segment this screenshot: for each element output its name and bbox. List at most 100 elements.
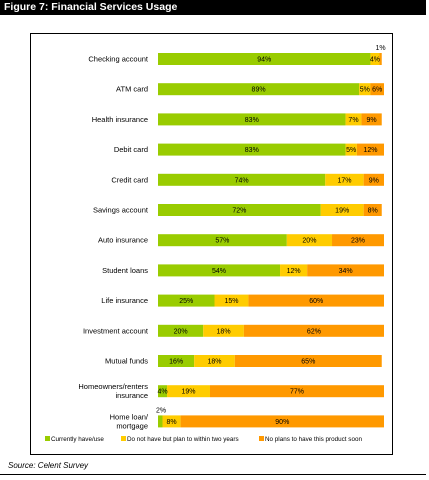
bar-segment (370, 83, 384, 96)
data-label: 90% (275, 419, 289, 426)
bar-segment (359, 83, 371, 96)
data-label: 83% (245, 117, 259, 124)
legend-swatch (259, 436, 264, 441)
bar-segment (158, 173, 326, 186)
bar-segment (167, 385, 210, 398)
category-label: Auto insurance (98, 236, 148, 245)
data-label: 9% (367, 117, 377, 124)
bar-segment (194, 355, 235, 367)
bar-segment (325, 173, 364, 186)
bar-segment (234, 355, 382, 367)
stacked-bar-chart: Checking account ATM card Health insurance… (45, 45, 386, 443)
bar-segment (345, 113, 362, 126)
bar-segment (363, 204, 382, 216)
data-label: 9% (369, 177, 379, 184)
bar-segment (280, 264, 308, 277)
data-label: 77% (290, 389, 304, 396)
category-label: Student loans (102, 266, 148, 275)
bar-segment (180, 415, 384, 428)
bar-segment (307, 264, 384, 277)
bottom-divider (0, 474, 426, 475)
data-label: 15% (224, 298, 238, 305)
category-label: Homeowners/renters insurance (78, 382, 148, 400)
data-label: 54% (212, 268, 226, 275)
category-label: Savings account (93, 206, 149, 215)
bar-segment (158, 264, 281, 277)
data-label: 5% (346, 147, 356, 154)
data-label: 8% (166, 419, 176, 426)
data-label: 19% (335, 208, 349, 215)
bar-segment (345, 143, 357, 156)
source-note: Source: Celent Survey (8, 461, 89, 470)
bar-segment (286, 234, 333, 247)
category-label: Credit card (111, 175, 148, 184)
data-label: 5% (360, 87, 370, 94)
legend: Currently have/use Do not have but plan t… (45, 436, 362, 443)
bar-segment (370, 53, 380, 65)
category-label: Home loan/mortgage (110, 412, 149, 430)
bar-segment (158, 415, 163, 428)
bar-segment (158, 324, 204, 337)
data-label: 18% (207, 359, 221, 366)
data-label: 17% (337, 177, 351, 184)
data-label: 18% (217, 328, 231, 335)
data-label: 72% (232, 208, 246, 215)
data-label: 74% (235, 177, 249, 184)
data-label: 8% (368, 208, 378, 215)
category-label: Life insurance (101, 296, 148, 305)
bar-segment (158, 83, 360, 96)
data-label: 20% (174, 328, 188, 335)
bar-segment (158, 53, 371, 65)
data-label: 6% (372, 87, 382, 94)
data-label: 19% (182, 389, 196, 396)
bar-segment (332, 234, 384, 247)
data-label: 65% (301, 359, 315, 366)
bar-segment (158, 385, 168, 398)
category-label: ATM card (116, 85, 148, 94)
bar-segment (203, 324, 244, 337)
category-label: Mutual funds (105, 357, 148, 366)
category-label: Debit card (114, 145, 148, 154)
bar-segment (248, 294, 384, 307)
data-label: 60% (309, 298, 323, 305)
bar-segment (214, 294, 249, 307)
legend-label: Do not have but plan to within two years (127, 436, 239, 443)
data-label: 34% (339, 268, 353, 275)
bar-segment (158, 113, 346, 126)
bar-segment (361, 113, 382, 126)
data-label: 94% (257, 57, 271, 64)
bar-segment (158, 294, 215, 307)
data-label: 12% (287, 268, 301, 275)
data-label: 20% (302, 238, 316, 245)
value-labels: 94% 4%1%89% 5% 6%83% 7% 9%83% 5% 12%74% 17% 9%72%… (156, 45, 386, 426)
data-label: 2% (156, 407, 166, 414)
bar-segment (158, 204, 321, 216)
chart-frame: Checking account ATM card Health insurance… (30, 33, 393, 455)
data-label: 62% (307, 328, 321, 335)
bar-segment (379, 53, 382, 65)
category-label: Investment account (83, 326, 149, 335)
legend-label: No plans to have this product soon (265, 436, 362, 443)
legend-swatch (45, 436, 50, 441)
data-label: 1% (375, 45, 385, 52)
data-label: 89% (252, 87, 266, 94)
data-label: 16% (169, 359, 183, 366)
data-label: 25% (179, 298, 193, 305)
legend-swatch (121, 436, 126, 441)
bar-segment (158, 355, 195, 367)
data-label: 4% (157, 389, 167, 396)
category-label: Health insurance (92, 115, 148, 124)
data-label: 23% (351, 238, 365, 245)
category-label: Checking account (88, 55, 149, 64)
data-label: 7% (348, 117, 358, 124)
category-labels: Checking account ATM card Health insurance… (78, 55, 149, 431)
bar-segment (363, 173, 384, 186)
bar-segment (356, 143, 384, 156)
data-label: 12% (363, 147, 377, 154)
bar-segments (158, 53, 384, 428)
bar-segment (162, 415, 181, 428)
figure-title: Figure 7: Financial Services Usage (0, 0, 426, 15)
bar-segment (158, 234, 287, 247)
data-label: 4% (370, 57, 380, 64)
data-label: 83% (245, 147, 259, 154)
